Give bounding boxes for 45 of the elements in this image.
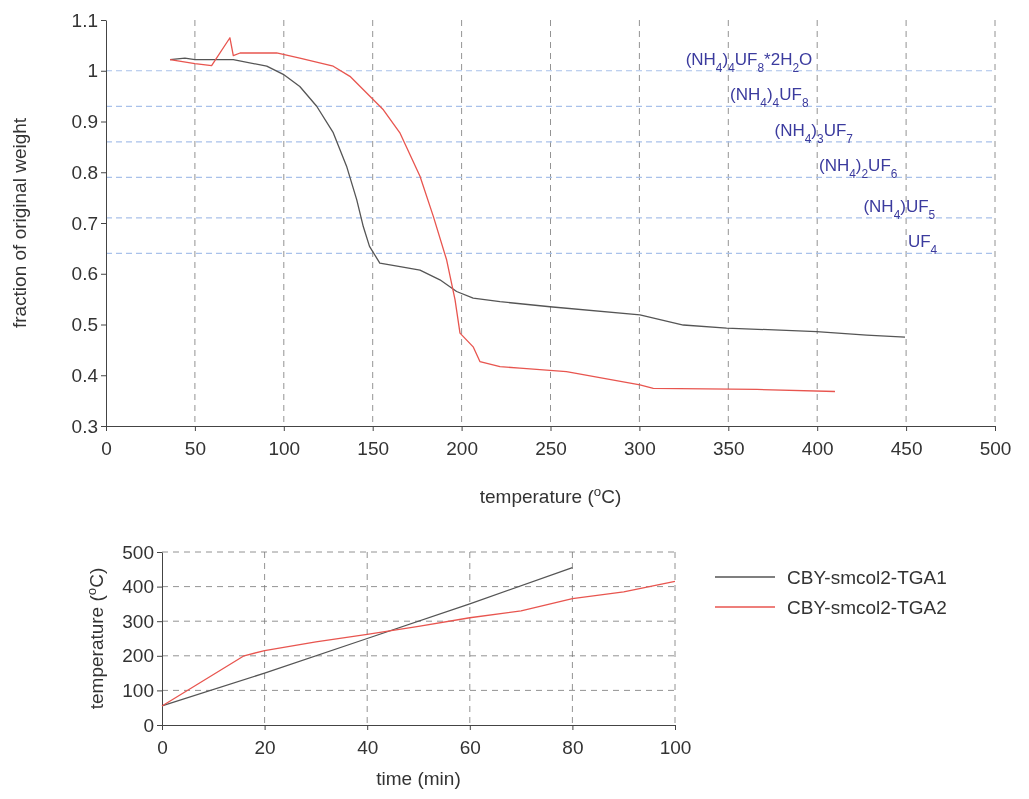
x-axis-title: time (min) (376, 768, 461, 789)
ref-line-label: UF$_{4}$ (907, 232, 938, 258)
y-tick-label: 0.3 (71, 415, 98, 437)
x-tick-label: 50 (184, 437, 206, 459)
text: (NH$_{4}$)$_{4}$UF$_{8}$*2H$_{2}$O (685, 49, 813, 75)
x-tick-label: 250 (535, 437, 567, 459)
x-tick-label: 40 (357, 736, 379, 758)
x-tick-label: 450 (890, 437, 923, 459)
x-tick-label: 350 (712, 437, 745, 459)
y-tick-label: 200 (122, 645, 154, 667)
x-tick-label: 400 (801, 437, 834, 459)
y-tick-label: 1.1 (71, 9, 98, 31)
y-tick-label: 300 (122, 610, 154, 632)
ref-line-label: (NH$_{4}$)$_{2}$UF$_{6}$ (818, 156, 898, 182)
x-tick-label: 200 (446, 437, 478, 459)
x-axis-title: temperature ($^{o}$C) (479, 483, 622, 507)
legend-label: CBY-smcol2-TGA2 (787, 597, 947, 618)
x-tick-label: 80 (562, 736, 584, 758)
x-tick-label: 0 (101, 437, 112, 459)
y-tick-label: 0.5 (71, 314, 98, 336)
ref-line-label: (NH$_{4}$)UF$_{5}$ (863, 196, 936, 222)
y-tick-label: 1 (87, 60, 98, 82)
ref-line-label: (NH$_{4}$)$_{4}$UF$_{8}$ (730, 85, 809, 111)
y-tick-label: 0.8 (71, 161, 98, 183)
x-tick-label: 60 (459, 736, 481, 758)
line-series (161, 566, 574, 707)
y-tick-label: 0.9 (71, 111, 98, 133)
y-tick-label: 0.4 (71, 364, 99, 386)
ref-line-label: (NH$_{4}$)$_{3}$UF$_{7}$ (774, 120, 854, 146)
y-tick-label: 0.7 (71, 212, 98, 234)
x-tick-label: 100 (268, 437, 301, 459)
y-tick-label: 400 (122, 576, 154, 598)
x-tick-label: 0 (157, 736, 168, 758)
y-tick-label: 500 (122, 541, 154, 563)
y-axis-title: fraction of original weight (9, 117, 30, 329)
legend-label: CBY-smcol2-TGA1 (787, 567, 947, 588)
x-tick-label: 100 (659, 736, 692, 758)
x-tick-label: 20 (254, 736, 276, 758)
y-tick-label: 0.6 (71, 263, 98, 285)
y-tick-label: 0 (143, 714, 154, 736)
x-tick-label: 500 (979, 437, 1012, 459)
y-tick-label: 100 (122, 679, 154, 701)
x-tick-label: 150 (357, 437, 390, 459)
x-tick-label: 300 (624, 437, 656, 459)
line-series (161, 580, 676, 707)
